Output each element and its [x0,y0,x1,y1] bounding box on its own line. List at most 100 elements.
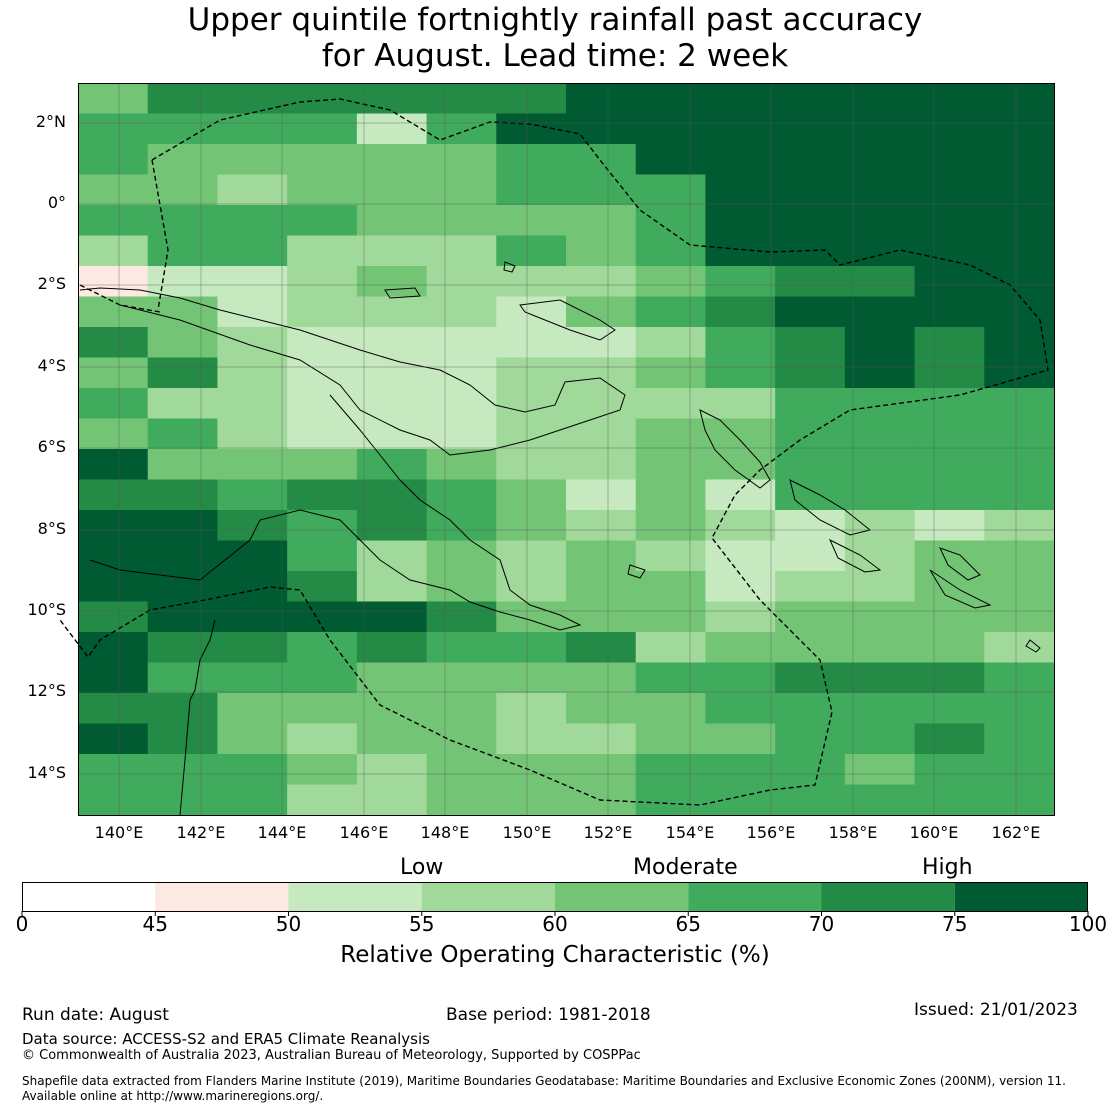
grid-cell [705,144,776,176]
grid-cell [566,357,637,389]
grid-cell [217,113,288,145]
grid-cell [635,144,707,176]
grid-cell [566,388,637,420]
grid-cell [217,235,288,267]
grid-cell [78,510,149,542]
grid-cell [705,388,776,420]
grid-cell [984,296,1055,328]
issued-date: Issued: 21/01/2023 [914,1000,1078,1020]
colorbar-tick-label: 65 [675,912,701,936]
grid-cell [984,510,1055,542]
grid-cell [287,327,358,359]
grid-cell [426,754,497,786]
grid-cell [78,296,149,328]
grid-cell [844,174,916,206]
grid-cell [78,754,149,786]
grid-cell [496,327,567,359]
grid-cell [426,144,497,176]
grid-cell [426,296,497,328]
latitude-label: 6°S [37,437,66,456]
grid-cell [914,388,985,420]
grid-cell [914,510,985,542]
grid-cell [566,632,637,664]
grid-cell [914,266,985,298]
grid-cell [984,754,1055,786]
grid-cell [287,235,358,267]
grid-cell [566,83,637,115]
grid-cell [356,449,428,481]
base-period: Base period: 1981-2018 [446,1005,651,1025]
grid-cell [705,784,776,816]
grid-cell [984,357,1055,389]
grid-cell [287,296,358,328]
colorbar-tick-label: 75 [942,912,968,936]
grid-cell [287,205,358,237]
grid-cell [775,83,846,115]
grid-cell [566,449,637,481]
grid-cell [426,693,497,725]
grid-cell [426,418,497,450]
grid-cell [844,632,916,664]
grid-cell [147,662,219,694]
grid-cell [356,418,428,450]
grid-cell [914,479,985,511]
colorbar-label: Relative Operating Characteristic (%) [340,942,770,968]
grid-cell [775,479,846,511]
grid-cell [775,144,846,176]
grid-cell [356,632,428,664]
grid-cell [914,632,985,664]
grid-cell [984,174,1055,206]
grid-cell [426,327,497,359]
latitude-label: 12°S [27,681,66,700]
grid-cell [426,723,497,755]
grid-cell [984,113,1055,145]
grid-cell [496,83,567,115]
grid-cell [914,723,985,755]
grid-cell [984,693,1055,725]
category-high: High [922,855,973,880]
grid-cell [635,266,707,298]
grid-cell [705,205,776,237]
grid-cell [496,693,567,725]
australia-coastline [179,619,216,816]
colorbar-tick-label: 45 [142,912,168,936]
grid-cell [775,693,846,725]
grid-cell [356,357,428,389]
grid-cell [844,479,916,511]
colorbar-segment [555,882,689,911]
grid-cell [775,540,846,572]
grid-cell [496,205,567,237]
latitude-label: 2°N [35,112,66,131]
grid-cell [984,479,1055,511]
grid-cell [775,357,846,389]
grid-cell [217,693,288,725]
latitude-label: 2°S [37,274,66,293]
grid-cell [844,83,916,115]
colorbar-segment [155,882,289,911]
grid-cell [426,601,497,633]
colorbar-segment [688,882,822,911]
grid-cell [426,113,497,145]
grid-cell [635,418,707,450]
grid-cell [356,510,428,542]
copyright-notice: © Commonwealth of Australia 2023, Austra… [22,1048,641,1063]
grid-cell [356,266,428,298]
grid-cell [496,388,567,420]
grid-cell [844,754,916,786]
grid-cell [426,479,497,511]
grid-cell [775,754,846,786]
shapefile-credit-line-1: Shapefile data extracted from Flanders M… [22,1074,1066,1088]
grid-cell [287,418,358,450]
title-line-2: for August. Lead time: 2 week [321,38,789,74]
grid-cell [705,327,776,359]
grid-cell [635,205,707,237]
grid-cell [705,235,776,267]
grid-cell [496,144,567,176]
grid-cell [705,174,776,206]
grid-cell [844,662,916,694]
grid-cell [566,662,637,694]
grid-cell [844,266,916,298]
grid-cell [775,784,846,816]
grid-cell [356,571,428,603]
